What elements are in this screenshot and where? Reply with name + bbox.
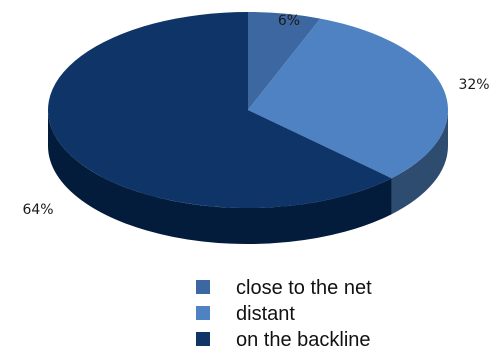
- data-labels: 6% 32% 64%: [22, 13, 489, 218]
- pie-slice-on-the-backline: [48, 12, 392, 208]
- legend-swatch-distant: [196, 306, 210, 320]
- legend-label-on-the-backline: on the backline: [236, 329, 371, 351]
- pie-side-distant: [391, 110, 448, 215]
- pie-side-on-the-backline: [48, 110, 392, 244]
- pie-side-walls: [48, 110, 448, 244]
- legend-swatch-close-to-the-net: [196, 280, 210, 294]
- pie-slice-close-to-the-net: [248, 12, 321, 110]
- legend-label-close-to-the-net: close to the net: [236, 277, 372, 299]
- legend-label-distant: distant: [236, 303, 295, 325]
- data-label-distant: 32%: [458, 77, 489, 93]
- legend: close to the net distant on the backline: [196, 277, 372, 351]
- data-label-close-to-the-net: 6%: [278, 13, 300, 29]
- data-label-on-the-backline: 64%: [22, 202, 53, 218]
- pie-slice-distant: [248, 18, 448, 179]
- pie-slices: [48, 12, 448, 208]
- legend-swatch-on-the-backline: [196, 332, 210, 346]
